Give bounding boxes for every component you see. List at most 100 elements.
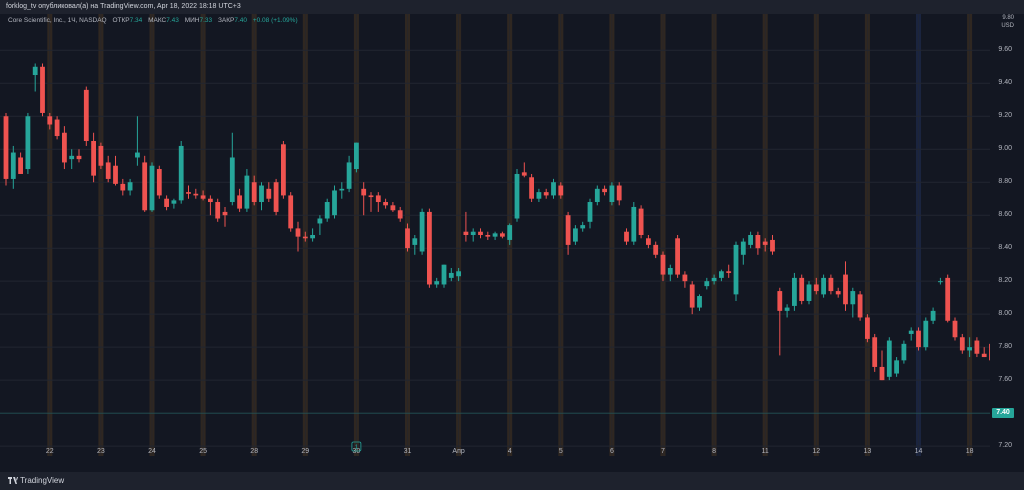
candle-body <box>397 210 403 219</box>
candle <box>740 238 746 265</box>
candle-body <box>646 238 651 245</box>
candle <box>237 188 242 212</box>
candle-body <box>908 330 914 334</box>
candle-body <box>390 205 396 211</box>
candle <box>259 182 264 211</box>
candle-body <box>792 277 797 306</box>
candle <box>565 211 571 255</box>
candle-body <box>521 172 527 176</box>
candle <box>339 182 345 199</box>
candle <box>704 277 710 290</box>
candle <box>923 317 929 351</box>
candle-body <box>10 152 16 179</box>
candle-body <box>419 211 425 252</box>
candle <box>843 261 848 311</box>
tradingview-logo[interactable]: TradingView <box>8 472 64 490</box>
candle <box>288 192 294 232</box>
candle <box>251 175 257 206</box>
candle-body <box>62 132 67 163</box>
candle-body <box>580 225 586 229</box>
candle <box>478 228 483 239</box>
candle-body <box>32 66 38 76</box>
candle <box>113 155 118 186</box>
footer-bar: TradingView <box>0 472 1024 490</box>
candle <box>967 337 972 358</box>
candle <box>872 333 878 372</box>
candle-body <box>748 235 753 245</box>
candle <box>69 149 75 170</box>
candle <box>799 274 805 305</box>
candle <box>543 188 549 199</box>
candle-body <box>69 155 75 160</box>
candle-body <box>959 337 965 351</box>
candle <box>178 140 184 204</box>
candle-body <box>558 185 564 196</box>
candle-body <box>573 228 578 242</box>
candle-body <box>930 310 936 321</box>
x-tick-label: 4 <box>508 448 512 455</box>
candle-body <box>215 202 221 219</box>
candle <box>470 228 476 242</box>
x-tick-label: 8 <box>712 448 716 455</box>
candle <box>580 221 586 232</box>
candle-body <box>602 188 607 193</box>
candle <box>587 198 593 229</box>
x-tick-label: 28 <box>250 448 258 455</box>
candle <box>47 112 53 130</box>
candle <box>573 225 578 245</box>
x-tick-label: 12 <box>812 448 820 455</box>
candle <box>171 198 177 209</box>
candle-body <box>91 140 96 176</box>
x-tick-label: Апр <box>452 448 464 455</box>
y-tick-label: 8.00 <box>998 310 1012 318</box>
candle-body <box>76 155 82 160</box>
candle <box>273 178 279 216</box>
candle-body <box>412 238 418 245</box>
candle-body <box>624 231 629 242</box>
candle-body <box>200 195 206 199</box>
close-label: ЗАКР <box>217 17 235 24</box>
candle <box>149 162 155 212</box>
candle-body <box>492 233 498 237</box>
close-value: 7.40 <box>234 17 247 24</box>
candle-body <box>704 281 710 287</box>
x-tick-label: 13 <box>864 448 872 455</box>
x-tick-label: 31 <box>404 448 412 455</box>
symbol-legend[interactable]: Core Scientific, Inc., 1Ч, NASDAQ ОТКР7.… <box>8 17 298 24</box>
x-tick-label: 6 <box>610 448 614 455</box>
candle <box>208 195 213 216</box>
candle <box>98 142 104 170</box>
candle <box>653 241 659 259</box>
candle-body <box>689 284 695 308</box>
candle <box>770 235 775 255</box>
candle-body <box>638 208 644 235</box>
last-price-badge: 7.40 <box>992 408 1014 419</box>
tradingview-logo-icon <box>8 477 18 484</box>
candle-body <box>485 235 491 237</box>
candlestick-chart[interactable]: 22 23 24 25 28 29 30 31 Апр 4 5 6 7 8 11 12 13 14 18 1 <box>0 14 990 456</box>
candle <box>40 63 45 117</box>
candle-body <box>667 267 673 275</box>
candle <box>105 155 111 183</box>
candle-body <box>375 195 381 203</box>
candle-body <box>332 190 337 216</box>
candle-body <box>478 231 483 235</box>
candles <box>3 63 990 381</box>
open-label: ОТКР <box>112 17 130 24</box>
candle <box>368 192 374 212</box>
candle <box>901 340 907 364</box>
candle <box>91 132 96 183</box>
candle <box>916 327 921 351</box>
candle <box>697 294 702 311</box>
candle <box>689 281 695 315</box>
candle-body <box>317 218 323 224</box>
candle-body <box>120 183 126 191</box>
candle <box>120 178 126 196</box>
event-marker-box <box>351 441 362 452</box>
candle-body <box>251 182 257 203</box>
candle-body <box>40 66 45 113</box>
top-partial-tick: 9.80 <box>1002 15 1014 21</box>
candle-body <box>339 188 345 191</box>
candle-body <box>806 284 812 301</box>
candle-body <box>273 182 279 212</box>
